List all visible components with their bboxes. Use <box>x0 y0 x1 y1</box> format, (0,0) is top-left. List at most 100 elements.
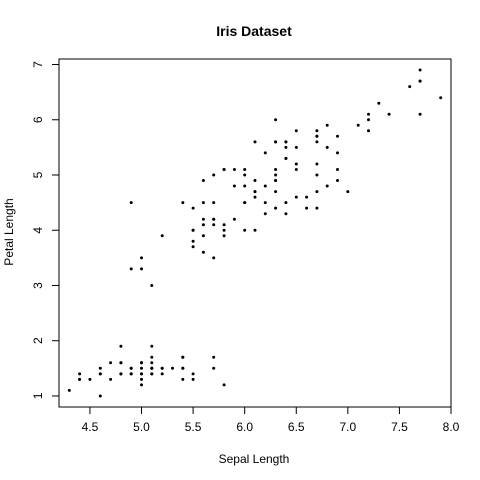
data-point <box>191 206 195 210</box>
x-tick-label: 6.0 <box>236 420 253 434</box>
data-point <box>140 366 143 370</box>
data-point <box>109 377 113 381</box>
data-point <box>181 355 185 359</box>
data-point <box>346 190 350 194</box>
data-point <box>201 234 205 238</box>
data-point <box>232 168 236 171</box>
data-point <box>284 145 288 149</box>
y-tick-label: 7 <box>31 61 45 68</box>
data-point <box>315 173 319 177</box>
plot-frame <box>58 58 452 408</box>
data-point <box>181 366 185 370</box>
data-points <box>67 68 443 398</box>
data-point <box>336 134 339 138</box>
y-tick-label: 3 <box>31 282 45 289</box>
data-point <box>315 134 319 138</box>
data-point <box>274 140 278 144</box>
x-tick-label: 5.0 <box>133 420 150 434</box>
x-axis-label: Sepal Length <box>219 452 290 466</box>
data-point <box>408 85 412 89</box>
data-point <box>129 372 133 376</box>
data-point <box>78 372 82 376</box>
data-point <box>129 201 133 205</box>
data-point <box>315 140 319 144</box>
data-point <box>140 267 143 271</box>
data-point <box>212 201 216 205</box>
data-point <box>222 168 226 171</box>
data-point <box>274 179 278 182</box>
data-point <box>253 190 257 194</box>
data-point <box>88 377 92 381</box>
data-point <box>253 228 257 232</box>
data-point <box>119 361 123 365</box>
data-point <box>140 383 143 387</box>
data-point <box>305 195 309 199</box>
data-point <box>150 355 154 359</box>
data-point <box>201 217 205 221</box>
x-tick-label: 7.5 <box>391 420 408 434</box>
data-point <box>367 112 370 116</box>
data-point <box>243 228 247 232</box>
data-point <box>418 68 422 72</box>
data-point <box>212 223 216 227</box>
data-point <box>160 372 164 376</box>
data-point <box>274 168 278 171</box>
data-point <box>243 201 247 205</box>
data-point <box>181 201 185 205</box>
data-point <box>150 372 154 376</box>
x-axis: 4.5 5.0 5.5 6.0 6.5 7.0 7.5 8.0 <box>82 406 460 434</box>
data-point <box>201 250 205 254</box>
data-point <box>160 366 164 370</box>
data-point <box>263 184 267 188</box>
data-point <box>305 206 309 210</box>
data-point <box>253 179 257 182</box>
data-point <box>377 101 381 105</box>
data-point <box>325 184 329 188</box>
data-point <box>98 366 102 370</box>
data-point <box>243 173 247 177</box>
data-point <box>222 383 226 387</box>
data-point <box>98 394 102 398</box>
data-point <box>356 123 360 127</box>
data-point <box>336 168 339 171</box>
data-point <box>418 112 422 116</box>
y-tick-label: 4 <box>31 227 45 234</box>
data-point <box>201 201 205 205</box>
x-tick-label: 5.5 <box>185 420 202 434</box>
data-point <box>315 129 319 133</box>
data-point <box>98 372 102 376</box>
data-point <box>243 184 247 188</box>
x-tick-label: 7.0 <box>339 420 356 434</box>
data-point <box>78 377 82 381</box>
data-point <box>201 223 205 227</box>
data-point <box>418 79 422 83</box>
data-point <box>387 112 391 116</box>
y-tick-label: 6 <box>31 116 45 123</box>
data-point <box>284 201 288 205</box>
data-point <box>222 228 226 232</box>
data-point <box>150 344 154 348</box>
data-point <box>294 145 298 149</box>
data-point <box>274 206 278 210</box>
data-point <box>336 179 339 182</box>
data-point <box>150 361 154 365</box>
y-tick-label: 5 <box>31 171 45 178</box>
data-point <box>67 388 71 392</box>
data-point <box>294 162 298 166</box>
data-point <box>140 377 143 381</box>
data-point <box>336 151 339 155</box>
data-point <box>294 129 298 133</box>
data-point <box>274 190 278 194</box>
y-axis-label: Petal Length <box>2 198 16 265</box>
data-point <box>140 256 143 260</box>
data-point <box>191 372 195 376</box>
data-point <box>181 377 185 381</box>
data-point <box>191 228 195 232</box>
data-point <box>367 118 370 122</box>
data-point <box>243 168 247 171</box>
data-point <box>191 377 195 381</box>
y-tick-label: 1 <box>31 392 45 399</box>
data-point <box>315 162 319 166</box>
data-point <box>129 267 133 271</box>
data-point <box>191 245 195 249</box>
